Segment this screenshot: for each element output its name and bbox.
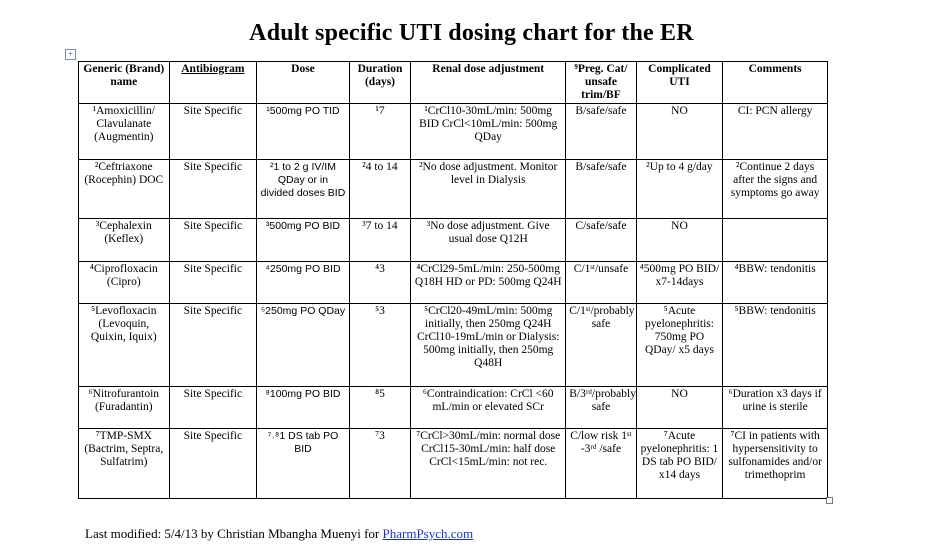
- cell-antibiogram: Site Specific: [168, 103, 258, 160]
- cell-comments: ⁵BBW: tendonitis: [722, 303, 828, 387]
- cell-preg: B/safe/safe: [565, 103, 637, 160]
- cell-duration: ⁷3: [348, 428, 412, 499]
- header-comments: Comments: [722, 61, 828, 104]
- header-preg: ⁹Preg. Cat/ unsafe trim/BF: [565, 61, 637, 104]
- cell-renal: ⁷CrCl>30mL/min: normal dose CrCl15-30mL/…: [410, 428, 567, 499]
- table-row: ⁶Nitrofurantoin (Furadantin) Site Specif…: [78, 386, 828, 429]
- cell-name: ⁴Ciprofloxacin (Cipro): [78, 261, 170, 304]
- cell-comments: CI: PCN allergy: [722, 103, 828, 160]
- cell-complicated: ⁷Acute pyelonephritis: 1 DS tab PO BID/ …: [635, 428, 724, 499]
- page-title: Adult specific UTI dosing chart for the …: [249, 20, 694, 46]
- cell-antibiogram: Site Specific: [168, 386, 258, 429]
- cell-duration: ²4 to 14: [348, 159, 412, 219]
- cell-renal: ⁴CrCl29-5mL/min: 250-500mg Q18H HD or PD…: [410, 261, 567, 304]
- table-row: ⁷TMP-SMX (Bactrim, Septra, Sulfatrim) Si…: [78, 428, 828, 499]
- table-header-row: Generic (Brand) name Antibiogram Dose Du…: [78, 61, 828, 104]
- cell-antibiogram: Site Specific: [168, 303, 258, 387]
- cell-antibiogram: Site Specific: [168, 261, 258, 304]
- cell-renal: ³No dose adjustment. Give usual dose Q12…: [410, 218, 567, 262]
- cell-duration: ⁵3: [348, 303, 412, 387]
- cell-preg: C/1ˢᵗ/probably safe: [565, 303, 637, 387]
- cell-dose: ⁵250mg PO QDay: [256, 303, 350, 387]
- cell-complicated: ⁵Acute pyelonephritis: 750mg PO QDay/ x5…: [635, 303, 724, 387]
- cell-complicated: ²Up to 4 g/day: [635, 159, 724, 219]
- cell-renal: ²No dose adjustment. Monitor level in Di…: [410, 159, 567, 219]
- cell-comments: ⁷CI in patients with hypersensitivity to…: [722, 428, 828, 499]
- cell-complicated: NO: [635, 386, 724, 429]
- cell-complicated: ⁴500mg PO BID/ x7-14days: [635, 261, 724, 304]
- cell-antibiogram: Site Specific: [168, 218, 258, 262]
- cell-preg: B/safe/safe: [565, 159, 637, 219]
- cell-comments: ⁴BBW: tendonitis: [722, 261, 828, 304]
- cell-complicated: NO: [635, 103, 724, 160]
- cell-comments: ²Continue 2 days after the signs and sym…: [722, 159, 828, 219]
- cell-complicated: NO: [635, 218, 724, 262]
- cell-comments: [722, 218, 828, 262]
- footer: Last modified: 5/4/13 by Christian Mbang…: [85, 526, 473, 542]
- cell-name: ⁷TMP-SMX (Bactrim, Septra, Sulfatrim): [78, 428, 170, 499]
- cell-preg: B/3ʳᵈ/probably safe: [565, 386, 637, 429]
- header-duration: Duration (days): [348, 61, 412, 104]
- cell-name: ⁵Levofloxacin (Levoquin, Quixin, Iquix): [78, 303, 170, 387]
- cell-duration: ⁴3: [348, 261, 412, 304]
- cell-duration: ⁸5: [348, 386, 412, 429]
- cell-preg: C/safe/safe: [565, 218, 637, 262]
- cell-antibiogram: Site Specific: [168, 159, 258, 219]
- header-generic: Generic (Brand) name: [78, 61, 170, 104]
- header-dose: Dose: [256, 61, 350, 104]
- table-row: ¹Amoxicillin/ Clavulanate (Augmentin) Si…: [78, 103, 828, 160]
- table-row: ⁵Levofloxacin (Levoquin, Quixin, Iquix) …: [78, 303, 828, 387]
- cell-comments: ⁶Duration x3 days if urine is sterile: [722, 386, 828, 429]
- cell-dose: ³500mg PO BID: [256, 218, 350, 262]
- cell-preg: C/low risk 1ˢᵗ -3ʳᵈ /safe: [565, 428, 637, 499]
- cell-name: ¹Amoxicillin/ Clavulanate (Augmentin): [78, 103, 170, 160]
- cell-antibiogram: Site Specific: [168, 428, 258, 499]
- cell-name: ³Cephalexin (Keflex): [78, 218, 170, 262]
- cell-dose: ⁸100mg PO BID: [256, 386, 350, 429]
- table-resize-handle-icon[interactable]: [826, 497, 833, 504]
- cell-renal: ¹CrCl10-30mL/min: 500mg BID CrCl<10mL/mi…: [410, 103, 567, 160]
- cell-dose: ⁷˒⁸1 DS tab PO BID: [256, 428, 350, 499]
- table-row: ³Cephalexin (Keflex) Site Specific ³500m…: [78, 218, 828, 262]
- cell-renal: ⁵CrCl20-49mL/min: 500mg initially, then …: [410, 303, 567, 387]
- cell-name: ⁶Nitrofurantoin (Furadantin): [78, 386, 170, 429]
- cell-preg: C/1ˢᵗ/unsafe: [565, 261, 637, 304]
- header-complicated: Complicated UTI: [635, 61, 724, 104]
- table-row: ²Ceftriaxone (Rocephin) DOC Site Specifi…: [78, 159, 828, 219]
- pharmpsych-link[interactable]: PharmPsych.com: [382, 526, 474, 541]
- table-row: ⁴Ciprofloxacin (Cipro) Site Specific ⁴25…: [78, 261, 828, 304]
- footer-text: Last modified: 5/4/13 by Christian Mbang…: [85, 526, 383, 541]
- cell-duration: ¹7: [348, 103, 412, 160]
- cell-dose: ⁴250mg PO BID: [256, 261, 350, 304]
- dosing-table: Generic (Brand) name Antibiogram Dose Du…: [78, 61, 828, 499]
- header-antibiogram: Antibiogram: [168, 61, 258, 104]
- cell-name: ²Ceftriaxone (Rocephin) DOC: [78, 159, 170, 219]
- table-move-handle-icon[interactable]: +: [65, 49, 76, 60]
- cell-dose: ²1 to 2 g IV/IM QDay or in divided doses…: [256, 159, 350, 219]
- header-renal: Renal dose adjustment: [410, 61, 567, 104]
- cell-renal: ⁶Contraindication: CrCl <60 mL/min or el…: [410, 386, 567, 429]
- cell-duration: ³7 to 14: [348, 218, 412, 262]
- cell-dose: ¹500mg PO TID: [256, 103, 350, 160]
